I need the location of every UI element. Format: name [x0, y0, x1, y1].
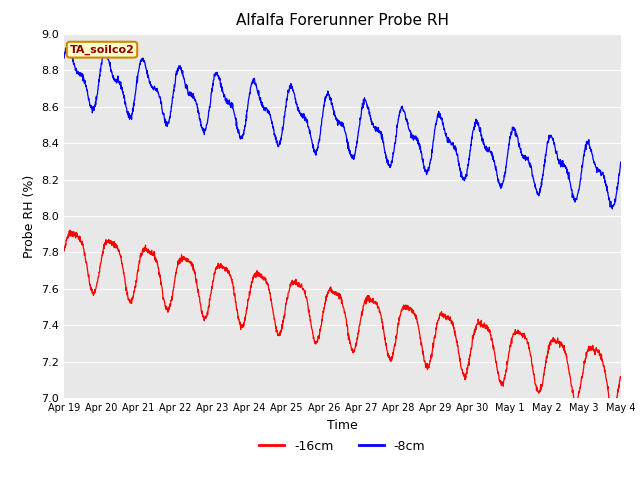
-8cm [216, 75, 223, 81]
-8cm [65, 42, 73, 48]
Title: Alfalfa Forerunner Probe RH: Alfalfa Forerunner Probe RH [236, 13, 449, 28]
-8cm [60, 55, 68, 61]
-16cm [504, 354, 512, 360]
-16cm [568, 384, 575, 389]
-8cm [568, 187, 575, 192]
X-axis label: Time: Time [327, 419, 358, 432]
-8cm [609, 206, 616, 212]
Line: -16cm: -16cm [64, 230, 621, 411]
Y-axis label: Probe RH (%): Probe RH (%) [22, 174, 36, 258]
-16cm [617, 373, 625, 379]
-8cm [584, 141, 591, 146]
Text: TA_soilco2: TA_soilco2 [70, 45, 134, 55]
-16cm [66, 227, 74, 233]
-8cm [617, 159, 625, 165]
-16cm [216, 265, 223, 271]
Legend: -16cm, -8cm: -16cm, -8cm [254, 435, 430, 458]
-8cm [359, 101, 367, 107]
-16cm [371, 299, 379, 305]
-16cm [609, 408, 617, 414]
-16cm [60, 246, 68, 252]
-8cm [371, 125, 379, 131]
-8cm [504, 145, 512, 151]
Line: -8cm: -8cm [64, 45, 621, 209]
-16cm [584, 348, 591, 354]
-16cm [359, 307, 367, 313]
